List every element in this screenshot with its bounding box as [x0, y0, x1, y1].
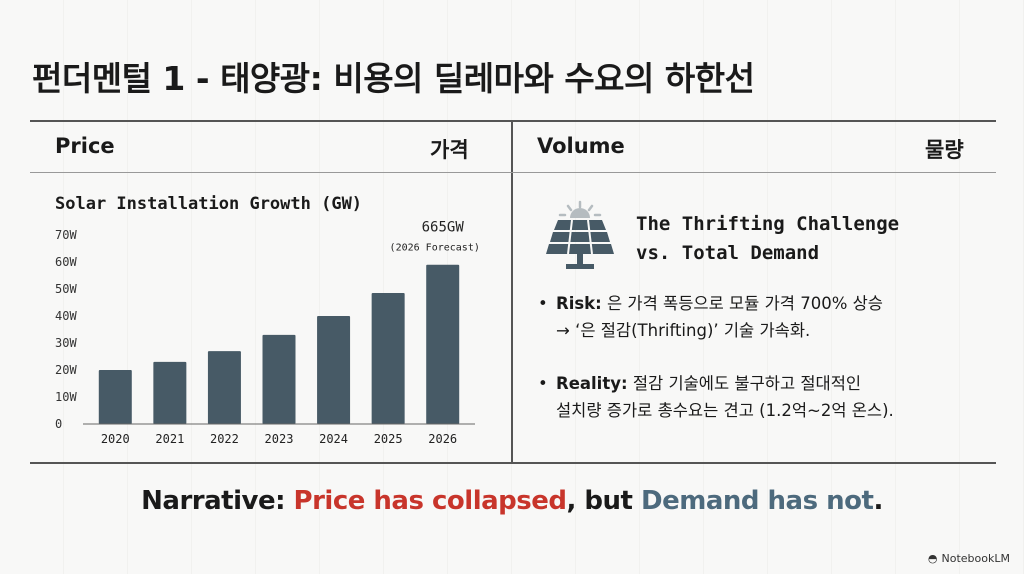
x-tick-label: 2023 [265, 432, 294, 446]
solar-panel-icon [546, 200, 614, 269]
volume-header-ko: 물량 [925, 138, 964, 162]
bar-2021 [153, 361, 187, 424]
bullet-risk: • Risk: 은 가격 폭등으로 모듈 가격 700% 상승 → ‘은 절감(T… [538, 290, 988, 344]
y-tick-label: 70W [55, 228, 77, 242]
notebooklm-icon: ◓ [927, 552, 938, 565]
volume-title-line2: vs. Total Demand [636, 242, 820, 264]
divider [30, 462, 996, 464]
bar-2020 [98, 370, 132, 424]
bar-2023 [262, 334, 296, 424]
brand-name: NotebookLM [941, 552, 1010, 565]
bar-2022 [207, 351, 241, 424]
narrative-demand: Demand has not [641, 486, 874, 516]
page-title: 펀더멘털 1 - 태양광: 비용의 딜레마와 수요의 하한선 [32, 59, 755, 98]
bullet-text: 은 가격 폭등으로 모듈 가격 700% 상승 [601, 294, 883, 313]
chart-title: Solar Installation Growth (GW) [55, 194, 363, 214]
volume-header: Volume [537, 134, 625, 158]
divider [511, 120, 513, 462]
volume-title-line1: The Thrifting Challenge [636, 213, 900, 235]
bullet-reality: • Reality: 절감 기술에도 불구하고 절대적인 설치량 증가로 총수요는… [538, 370, 988, 424]
divider [30, 172, 996, 173]
price-header: Price [55, 134, 115, 158]
x-tick-label: 2026 [428, 432, 457, 446]
divider [30, 120, 996, 122]
bar-2026 [426, 264, 460, 424]
bullet-label: Reality: [556, 374, 628, 393]
y-tick-label: 20W [55, 363, 77, 377]
bar-chart: 0 10W 20W 30W 40W 50W 60W 70W 2020 2021 2022 2023 20… [55, 220, 480, 446]
narrative-price: Price has collapsed [293, 486, 567, 516]
y-tick-label: 10W [55, 390, 77, 404]
x-tick-label: 2022 [210, 432, 239, 446]
y-tick-label: 50W [55, 282, 77, 296]
x-tick-label: 2025 [374, 432, 403, 446]
price-header-ko: 가격 [430, 138, 469, 162]
y-tick-label: 0 [55, 417, 62, 431]
bullet-text: 절감 기술에도 불구하고 절대적인 [627, 374, 862, 393]
y-tick-label: 40W [55, 309, 77, 323]
narrative-prefix: Narrative: [141, 486, 294, 516]
notebooklm-logo: ◓ NotebookLM [928, 552, 1010, 565]
annotation-value: 665GW [422, 220, 465, 236]
narrative-suffix: . [873, 486, 883, 516]
bullet-label: Risk: [556, 294, 602, 313]
x-tick-label: 2021 [155, 432, 184, 446]
bar-2025 [371, 293, 405, 424]
annotation-note: (2026 Forecast) [390, 243, 480, 254]
narrative-mid: , but [566, 486, 642, 516]
x-tick-label: 2020 [101, 432, 130, 446]
bullet-text: 설치량 증가로 총수요는 견고 (1.2억~2억 온스). [556, 401, 894, 420]
narrative: Narrative: Price has collapsed, but Dema… [0, 486, 1024, 516]
volume-title: The Thrifting Challenge vs. Total Demand [636, 210, 899, 268]
y-tick-label: 30W [55, 336, 77, 350]
x-tick-label: 2024 [319, 432, 348, 446]
y-tick-label: 60W [55, 255, 77, 269]
bar-2024 [317, 316, 351, 424]
bullet-text: → ‘은 절감(Thrifting)’ 기술 가속화. [556, 321, 811, 340]
